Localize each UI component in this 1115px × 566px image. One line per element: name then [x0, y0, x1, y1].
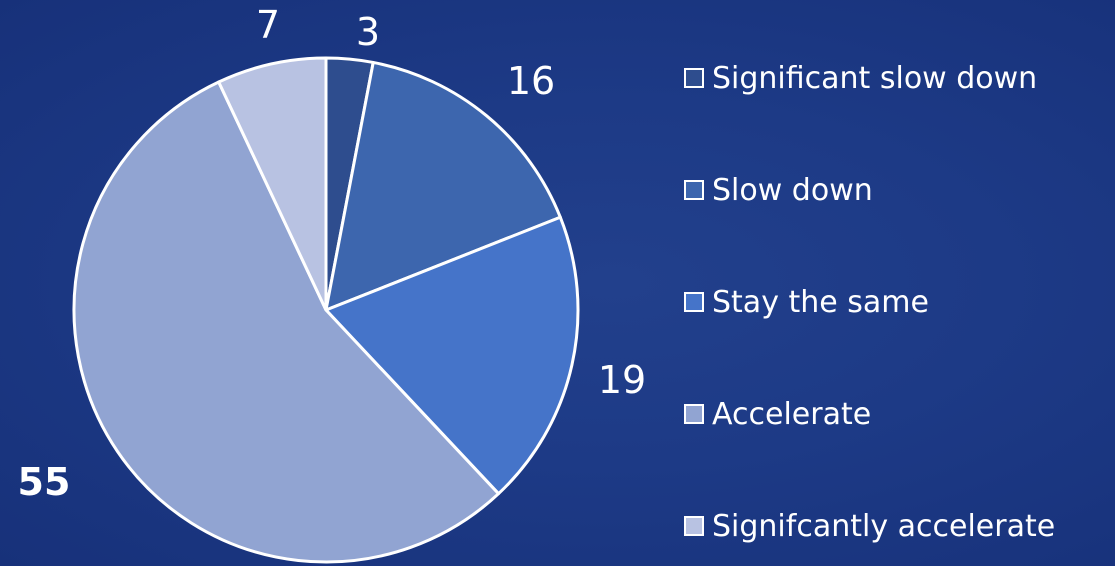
- data-label-slow-down: 16: [507, 59, 555, 103]
- chart-legend: Significant slow down Slow down Stay the…: [684, 58, 1055, 546]
- pie-slice-accelerate: [72, 80, 501, 564]
- legend-swatch: [684, 404, 704, 424]
- legend-item-significant-slow-down: Significant slow down: [684, 58, 1055, 98]
- data-label-significant-slow-down: 3: [356, 10, 380, 54]
- legend-label: Stay the same: [712, 284, 929, 320]
- pie-slice-slow-down: [324, 60, 562, 312]
- legend-swatch: [684, 180, 704, 200]
- pie-data-labels: 3 16 19 55 7: [18, 3, 647, 504]
- pie-slice-signifcantly-accelerate: [217, 56, 328, 312]
- legend-item-slow-down: Slow down: [684, 170, 1055, 210]
- data-label-signifcantly-accelerate: 7: [256, 3, 280, 47]
- legend-label: Accelerate: [712, 396, 872, 432]
- legend-swatch: [684, 292, 704, 312]
- pie-slices: [72, 56, 580, 564]
- legend-swatch: [684, 516, 704, 536]
- data-label-accelerate: 55: [18, 460, 71, 504]
- legend-swatch: [684, 68, 704, 88]
- legend-label: Slow down: [712, 172, 873, 208]
- legend-item-accelerate: Accelerate: [684, 394, 1055, 434]
- legend-label: Signifcantly accelerate: [712, 508, 1056, 544]
- legend-item-signifcantly-accelerate: Signifcantly accelerate: [684, 506, 1055, 546]
- pie-slice-stay-the-same: [324, 215, 580, 496]
- legend-label: Significant slow down: [712, 60, 1038, 96]
- legend-item-stay-the-same: Stay the same: [684, 282, 1055, 322]
- data-label-stay-the-same: 19: [598, 358, 646, 402]
